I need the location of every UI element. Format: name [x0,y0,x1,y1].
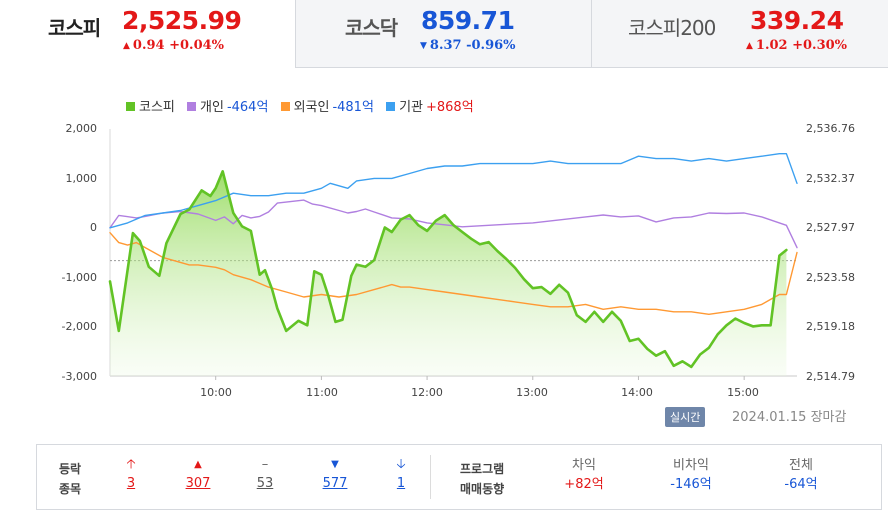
y-tick-label: 2,536.76 [806,122,855,135]
index-change-text: 1.02 +0.30% [755,38,848,53]
y-tick-label: -3,000 [61,370,97,383]
index-change: ▼ 8.37 -0.96% [420,38,516,53]
program-label: 전체 [789,458,813,473]
y-tick-label: 2,523.58 [806,271,855,284]
stat-count-link[interactable]: 577 [322,476,348,491]
unchanged-dash-icon: – [261,457,269,472]
stat-rise: ▲ 307 [178,457,218,495]
market-breadth-panel: 등락 종목 🡡 3 ▲ 307 – 53 ▼ 577 🡣 1 프로그램 매매동향… [36,444,882,510]
index-value: 2,525.99 [122,6,242,35]
legend-item-foreign[interactable]: 외국인 -481억 [280,96,374,115]
legend-amount: -481억 [332,100,374,115]
x-tick-label: 11:00 [306,386,338,399]
tab-kospi[interactable]: 코스피 2,525.99 ▲ 0.94 +0.04% [0,0,295,68]
x-tick-label: 13:00 [516,386,548,399]
index-change-text: 8.37 -0.96% [429,38,516,53]
x-tick-label: 14:00 [621,386,653,399]
legend-swatch [187,102,197,111]
x-tick-label: 12:00 [411,386,443,399]
y-tick-label: 2,527.97 [806,221,855,234]
down-arrow-icon: ▼ [420,41,427,51]
legend-amount: -464억 [226,100,269,115]
stat-count-link[interactable]: 1 [396,476,406,491]
legend-item-institution[interactable]: 기관 +868억 [386,96,474,115]
divider [430,455,431,499]
chart-legend: 코스피 개인 -464억 외국인 -481억 기관 +868억 [126,96,482,115]
y-tick-label: 2,532.37 [806,172,855,185]
up-arrow-icon: ▲ [746,41,753,51]
y-tick-label: -2,000 [61,320,97,333]
x-tick-label: 15:00 [727,386,759,399]
y-tick-label: 2,514.79 [806,370,855,383]
breadth-header-line: 종목 [59,482,82,496]
market-datetime: 2024.01.15 장마감 [732,410,847,425]
index-value: 859.71 [421,6,515,35]
program-non-arbitrage: 비차익 -146억 [646,457,736,495]
breadth-header: 등락 종목 [59,459,81,499]
program-total: 전체 -64억 [756,457,846,495]
legend-swatch [280,102,290,111]
kospi-area [110,171,787,376]
up-arrow-icon: ▲ [123,41,130,51]
program-header-line: 프로그램 [460,462,505,476]
index-change-text: 0.94 +0.04% [132,38,225,53]
breadth-header-line: 등락 [59,462,82,476]
tab-kospi200[interactable]: 코스피200 339.24 ▲ 1.02 +0.30% [591,0,888,68]
index-name: 코스피 [48,16,101,40]
legend-label: 외국인 [293,100,330,115]
program-arbitrage: 차익 +82억 [539,457,629,495]
index-change: ▲ 0.94 +0.04% [123,38,224,53]
tab-kosdaq[interactable]: 코스닥 859.71 ▼ 8.37 -0.96% [295,0,591,68]
program-header: 프로그램 매매동향 [460,459,504,499]
legend-item-individual[interactable]: 개인 -464억 [187,96,268,115]
legend-label: 기관 [399,100,423,115]
series-line-외국인 [109,232,798,315]
program-header-line: 매매동향 [460,482,505,496]
series-line-kospi [108,170,788,369]
stat-upper-limit: 🡡 3 [111,457,151,495]
index-tabs: 코스피 2,525.99 ▲ 0.94 +0.04% 코스닥 859.71 ▼ 8.… [0,0,888,68]
legend-amount: +868억 [425,100,474,115]
program-value: -146억 [670,477,712,492]
index-change: ▲ 1.02 +0.30% [746,38,847,53]
stat-fall: ▼ 577 [315,457,355,495]
legend-label: 개인 [200,100,224,115]
upper-limit-arrow-icon: 🡡 [126,457,136,472]
index-name: 코스피200 [628,16,716,40]
y-tick-label: 0 [90,221,97,234]
chart-series [108,153,798,369]
stat-unchanged: – 53 [245,457,285,495]
fall-triangle-icon: ▼ [331,459,339,470]
series-line-개인 [109,199,798,249]
y-tick-label: 2,000 [65,122,98,135]
intraday-chart[interactable] [0,88,888,388]
lower-limit-arrow-icon: 🡣 [396,457,406,472]
realtime-badge[interactable]: 실시간 [665,407,706,427]
y-tick-label: 1,000 [65,172,98,185]
kospi-area-fill [110,171,787,376]
rise-triangle-icon: ▲ [194,459,202,470]
series-line-기관 [109,153,798,229]
stat-lower-limit: 🡣 1 [381,457,421,495]
legend-swatch [386,102,396,111]
legend-swatch [126,102,135,111]
y-tick-label: 2,519.18 [806,320,855,333]
index-value: 339.24 [750,6,844,35]
index-name: 코스닥 [345,16,398,40]
program-value: +82억 [564,477,604,492]
legend-label: 코스피 [139,100,175,115]
stat-count-link[interactable]: 3 [126,476,136,491]
y-tick-label: -1,000 [61,271,97,284]
legend-item-kospi[interactable]: 코스피 [126,96,175,115]
x-tick-label: 10:00 [200,386,232,399]
program-value: -64억 [784,477,818,492]
program-label: 비차익 [673,458,709,473]
stat-count-link[interactable]: 307 [185,476,211,491]
program-label: 차익 [572,458,596,473]
stat-count-link[interactable]: 53 [256,476,274,491]
